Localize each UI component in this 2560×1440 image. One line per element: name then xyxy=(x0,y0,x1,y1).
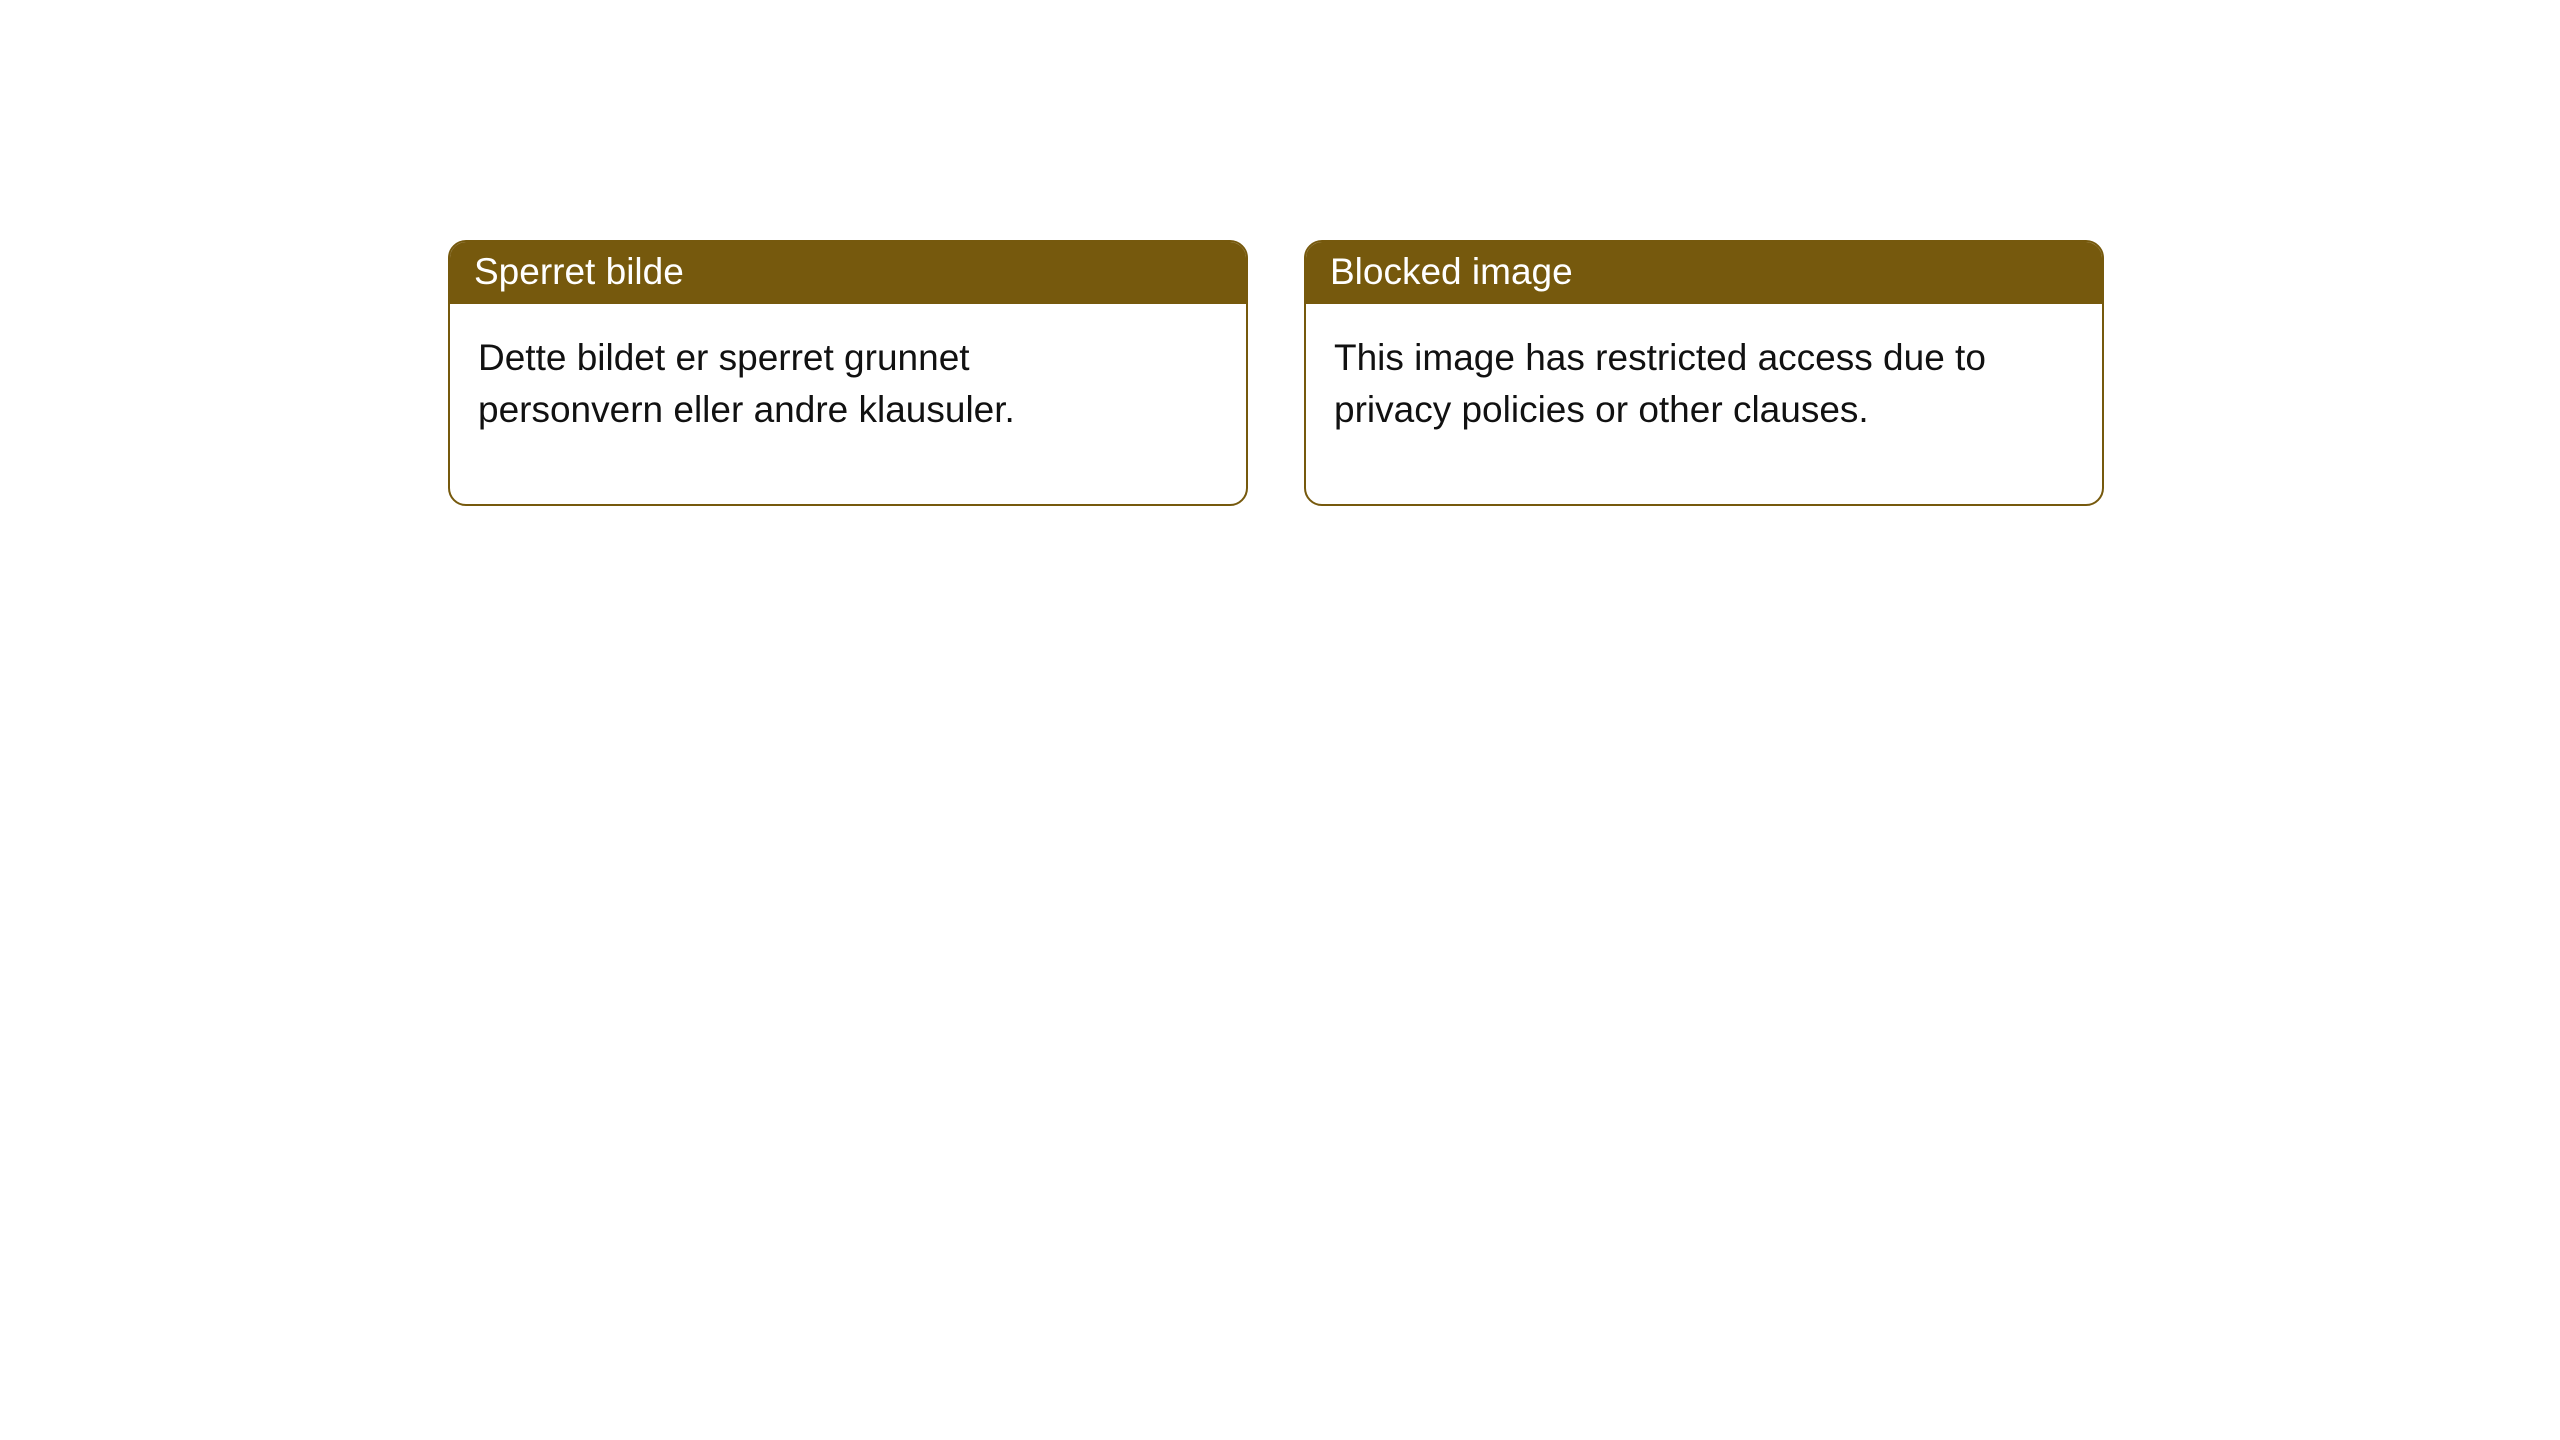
notice-cards-row: Sperret bilde Dette bildet er sperret gr… xyxy=(0,0,2560,506)
card-body-no: Dette bildet er sperret grunnet personve… xyxy=(450,304,1186,504)
blocked-image-card-no: Sperret bilde Dette bildet er sperret gr… xyxy=(448,240,1248,506)
card-header-en: Blocked image xyxy=(1306,242,2102,304)
card-body-en: This image has restricted access due to … xyxy=(1306,304,2042,504)
card-header-no: Sperret bilde xyxy=(450,242,1246,304)
blocked-image-card-en: Blocked image This image has restricted … xyxy=(1304,240,2104,506)
